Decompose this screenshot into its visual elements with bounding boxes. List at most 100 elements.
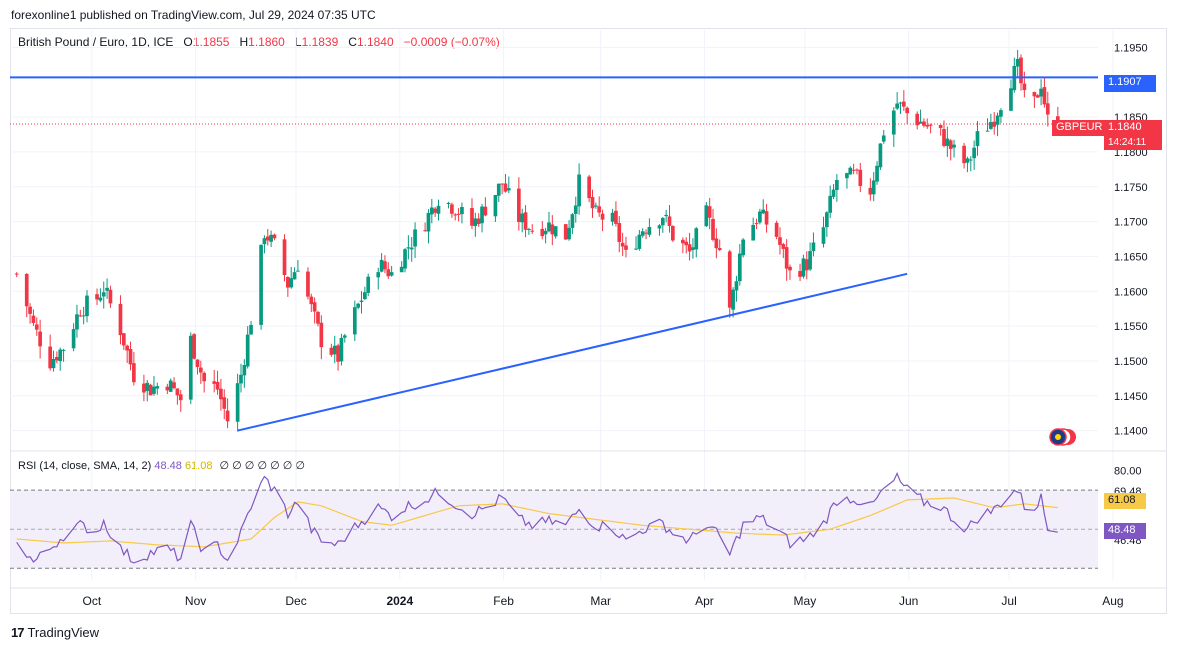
candle [640,228,645,238]
candle-body [858,169,863,186]
candle-body [577,174,581,207]
candle [992,112,997,135]
candle [553,226,558,239]
tradingview-logo-icon[interactable]: 17 [11,625,25,640]
candle [905,106,910,125]
candle-body [31,315,36,324]
candle-body [714,238,719,249]
candle [1012,57,1017,93]
candle-body [262,238,267,245]
candle-body [289,278,294,288]
candle [660,216,665,233]
candle-body [383,261,387,270]
candle-body [312,302,317,312]
candle [711,208,715,242]
candle-body [647,227,652,235]
candle [918,109,923,124]
candle [446,201,451,209]
candle [637,229,642,251]
candle [386,262,391,279]
candle [460,202,464,224]
candle-body [413,229,417,247]
candle-body [948,140,953,149]
candle [456,208,461,222]
candle [85,290,89,323]
candle [272,233,277,241]
candle [962,142,966,169]
open-label: O [183,35,193,49]
candle [376,267,381,290]
candle [178,390,183,412]
candle-body [265,236,270,241]
candle-body [831,189,836,197]
candle [804,251,809,280]
rsi-label[interactable]: RSI (14, close, SMA, 14, 2) [18,460,152,472]
candle [573,196,578,223]
candle-body [101,292,106,297]
candle [242,359,247,388]
candle-body [476,218,481,225]
candle [1015,49,1020,78]
candle-body [309,296,314,305]
candle-body [808,251,812,270]
last-price-tag: 1.1840 [1104,120,1162,136]
candle [81,306,86,325]
symbol-name[interactable]: British Pound / Euro, 1D, ICE [18,35,174,49]
candle-body [563,224,568,240]
candle-body [152,386,156,394]
chart-frame [10,28,1167,614]
candle-body [493,195,498,217]
candle-body [470,208,474,226]
candle-body [828,195,833,213]
price-axis-tick: 1.1950 [1114,42,1148,54]
candle-body [145,382,150,391]
candle [985,118,990,132]
candle [781,242,786,259]
candle-body [28,306,32,314]
candle [188,332,193,405]
candle-body [664,214,668,217]
price-axis-tick: 1.1550 [1114,321,1148,333]
candle [503,173,508,193]
candle-body [239,374,243,384]
footer-brand[interactable]: TradingView [27,625,100,640]
candle-body [192,334,196,359]
candle-body [758,211,762,223]
candle [61,348,66,362]
candle [493,195,498,222]
candle [657,224,662,236]
candle [98,288,103,303]
candle [289,266,294,289]
candle [1032,91,1037,109]
candle-body [905,107,910,114]
candle-body [610,212,615,222]
candle-body [570,214,575,228]
time-axis-tick: Feb [493,594,514,608]
candle-body [168,380,173,392]
candle [192,333,196,360]
candle [788,264,792,280]
candle [523,205,528,238]
candle [577,163,581,215]
candle-body [142,383,146,393]
candle [550,215,555,246]
candle [965,156,970,173]
candle-body [855,169,859,171]
candle-body [717,248,722,251]
candle-body [222,397,227,409]
candle [540,221,545,240]
candle-body [547,222,551,232]
candle [332,335,337,364]
candle-body [386,269,391,277]
candle-body [660,217,665,226]
candle-body [259,244,263,325]
candle [851,163,856,175]
candle-body [34,324,39,330]
candle [359,291,364,314]
candle [108,285,113,308]
events-icon[interactable] [1046,427,1080,447]
candle [731,287,735,318]
candle [225,398,230,429]
candle-body [824,212,829,228]
